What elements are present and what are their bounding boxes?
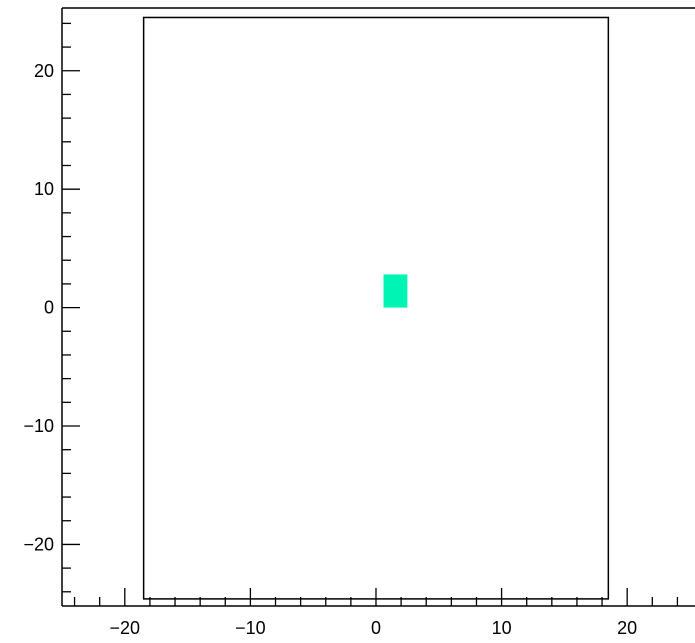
- axes-layer: [61, 7, 695, 607]
- x-tick-label: −20: [110, 618, 141, 638]
- y-tick-label: 0: [44, 298, 54, 318]
- x-tick-label: 0: [371, 618, 381, 638]
- x-tick-label: 20: [617, 618, 637, 638]
- outline-layer: [142, 16, 610, 600]
- outline-rect: [142, 16, 610, 600]
- y-axis-ticks: 20 10 0 −10 −20: [23, 22, 80, 593]
- x-tick-label: −10: [235, 618, 266, 638]
- y-tick-label: −10: [23, 416, 54, 436]
- y-tick-label: −20: [23, 534, 54, 554]
- cells-layer: [383, 274, 408, 308]
- y-tick-label: 20: [34, 61, 54, 81]
- y-tick-label: 10: [34, 179, 54, 199]
- heatmap-cell-0: [383, 274, 408, 308]
- x-tick-label: 10: [492, 618, 512, 638]
- x-axis-ticks: −20 −10 0 10 20: [73, 588, 679, 638]
